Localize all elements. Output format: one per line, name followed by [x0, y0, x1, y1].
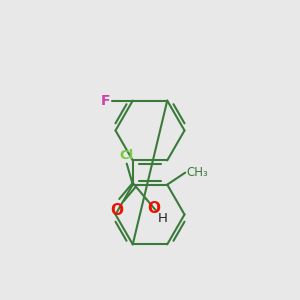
Text: CH₃: CH₃ [187, 166, 208, 179]
Text: O: O [148, 201, 161, 216]
Text: F: F [100, 94, 110, 108]
Text: Cl: Cl [120, 149, 134, 162]
Text: H: H [158, 212, 168, 225]
Text: O: O [110, 203, 123, 218]
